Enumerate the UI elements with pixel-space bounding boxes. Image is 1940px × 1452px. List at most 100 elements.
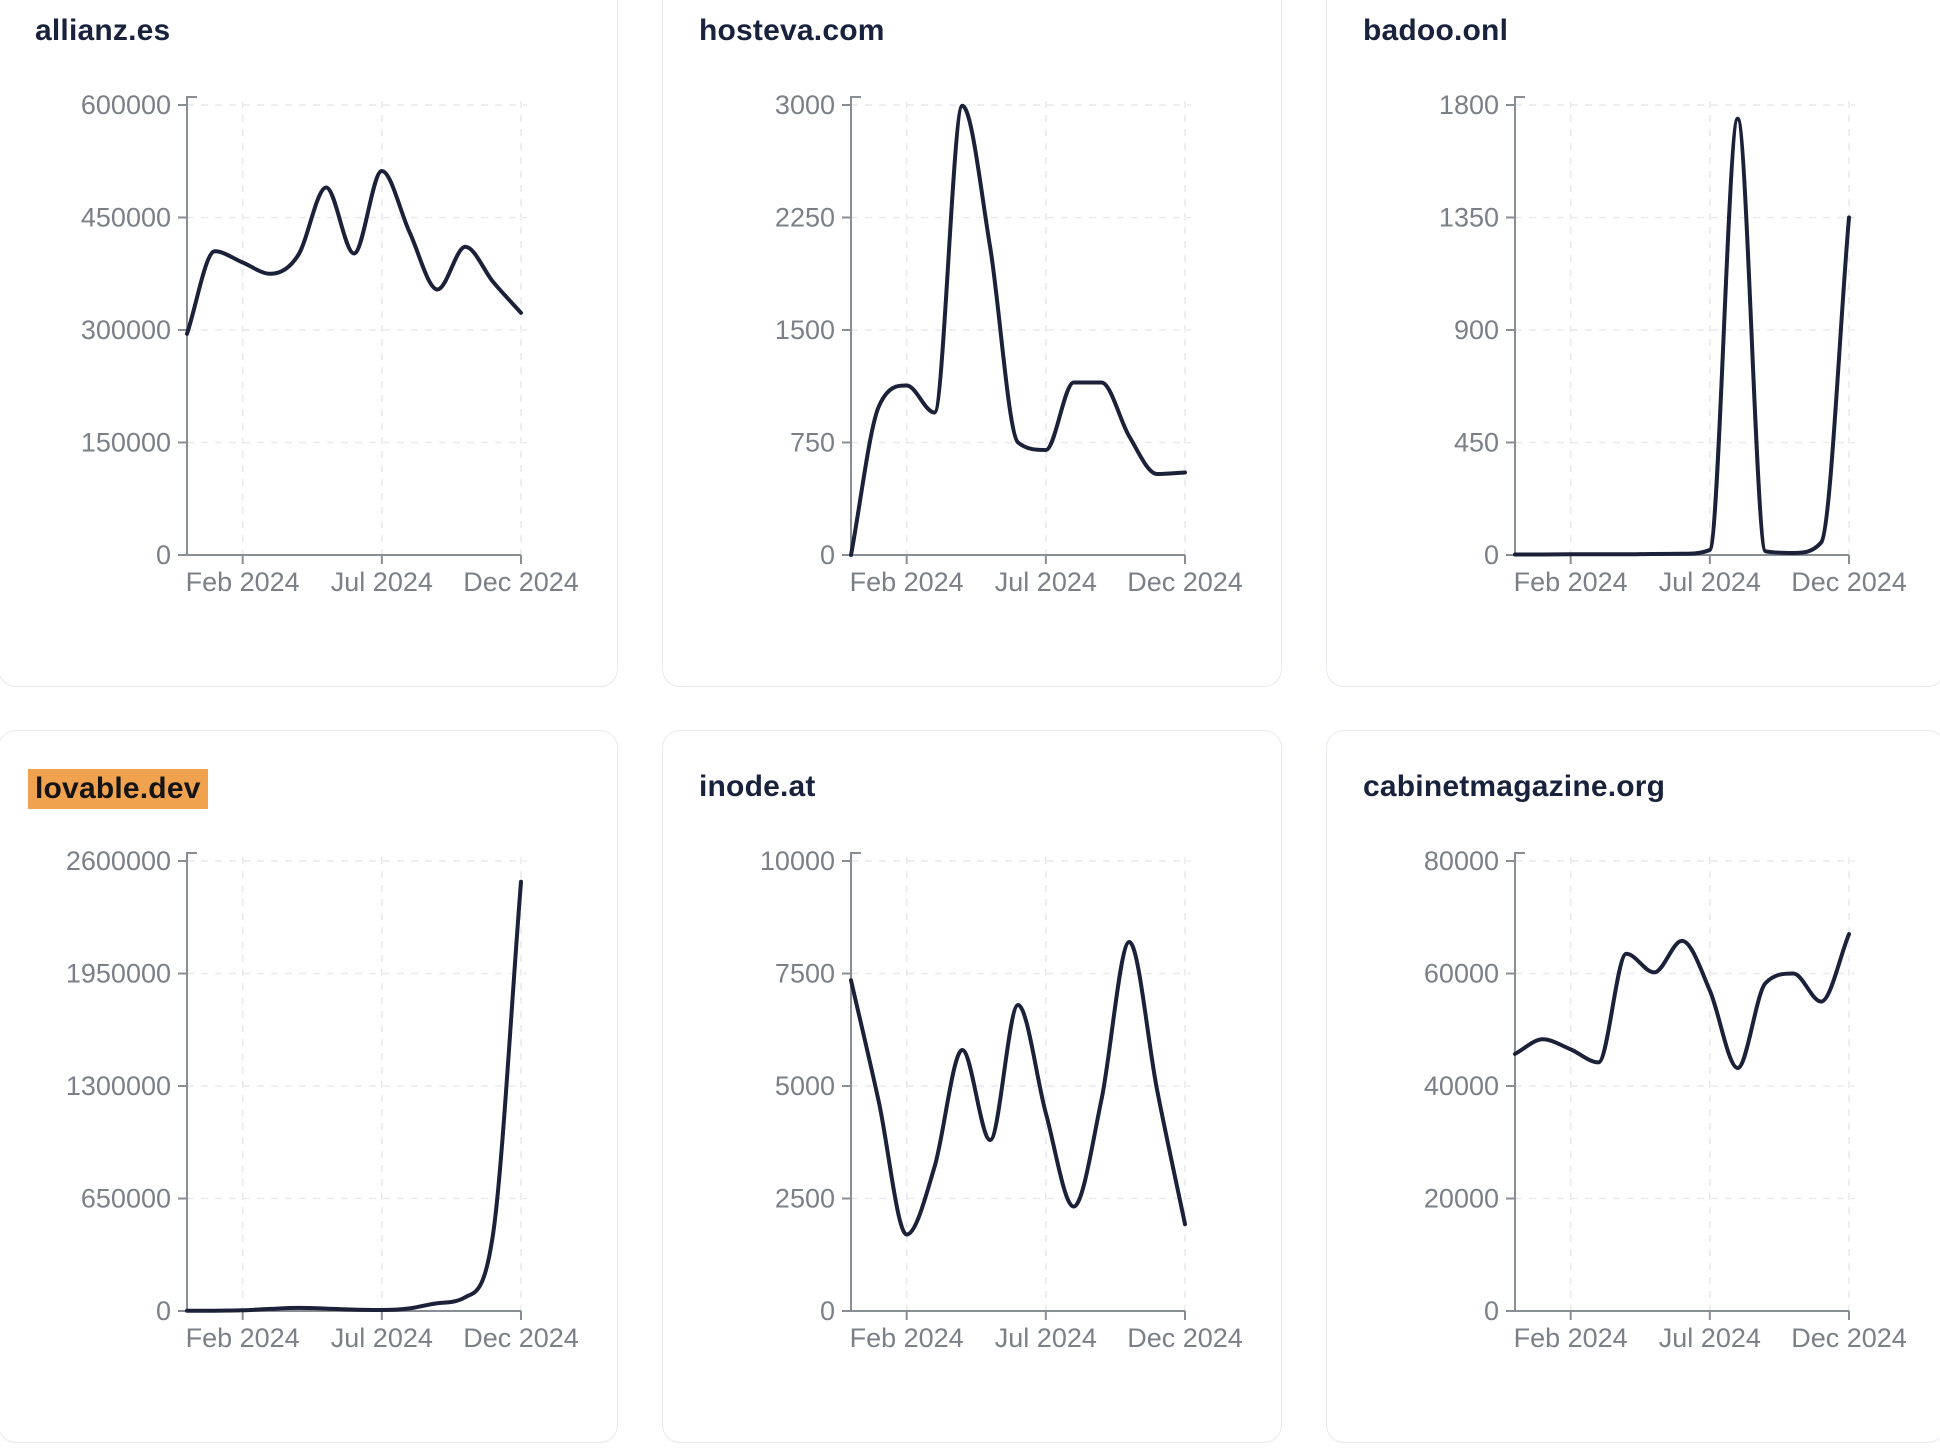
y-tick-label: 150000 [81,428,171,458]
site-card-cabinetmagazine-org: cabinetmagazine.org 0 20000 40000 60000 8000… [1326,730,1940,1443]
x-tick-label: Feb 2024 [186,1323,300,1353]
x-gridlines [905,101,1186,555]
x-tick-label: Feb 2024 [186,567,300,597]
y-tick-label: 0 [156,1296,171,1326]
traffic-line-chart[interactable]: 0 150000 300000 450000 600000 Feb 2024 Jul 202… [0,93,617,603]
x-axis: Feb 2024 Jul 2024 Dec 2024 [1514,1311,1907,1353]
y-gridlines [1515,104,1855,444]
x-tick-label: Dec 2024 [1791,1323,1907,1353]
y-axis: 0 450 900 1350 1800 [1439,93,1515,570]
traffic-line-chart[interactable]: 0 20000 40000 60000 80000 Feb 2024 Jul 2024 Dec… [1327,849,1940,1359]
y-tick-label: 0 [820,1296,835,1326]
y-axis: 0 20000 40000 60000 80000 [1424,849,1515,1326]
y-tick-label: 2250 [775,203,835,233]
traffic-line-chart[interactable]: 0 2500 5000 7500 10000 Feb 2024 Jul 2024 Dec 20… [663,849,1281,1359]
y-gridlines [187,860,527,1200]
x-gridlines [905,857,1186,1311]
series-line [1513,116,1851,557]
site-title: inode.at [699,769,816,805]
y-tick-label: 2600000 [66,849,171,876]
y-tick-label: 450000 [81,203,171,233]
y-tick-label: 650000 [81,1184,171,1214]
site-card-hosteva-com: hosteva.com 0 750 1500 2250 3000 Feb 2024 Jul … [662,0,1282,687]
site-title: hosteva.com [699,13,885,49]
y-tick-label: 5000 [775,1071,835,1101]
y-tick-label: 1800 [1439,93,1499,120]
axis-line [186,96,521,556]
y-axis: 0 150000 300000 450000 600000 [81,93,187,570]
x-axis: Feb 2024 Jul 2024 Dec 2024 [1514,555,1907,597]
y-tick-label: 1350 [1439,203,1499,233]
site-card-badoo-onl: badoo.onl 0 450 900 1350 1800 Feb 2024 Jul 202… [1326,0,1940,687]
x-tick-label: Jul 2024 [1659,567,1761,597]
y-gridlines [1515,860,1855,1200]
site-card-lovable-dev: lovable.dev 0 650000 1300000 1950000 2600000… [0,730,618,1443]
x-tick-label: Dec 2024 [1791,567,1907,597]
x-tick-label: Dec 2024 [1127,567,1243,597]
y-tick-label: 20000 [1424,1184,1499,1214]
y-tick-label: 0 [820,540,835,570]
x-tick-label: Feb 2024 [1514,1323,1628,1353]
site-title-label: cabinetmagazine.org [1363,770,1666,803]
x-tick-label: Feb 2024 [850,567,964,597]
y-tick-label: 600000 [81,93,171,120]
y-tick-label: 900 [1454,315,1499,345]
x-tick-label: Jul 2024 [331,1323,433,1353]
y-tick-label: 40000 [1424,1071,1499,1101]
series-line [849,103,1187,557]
y-tick-label: 750 [790,428,835,458]
x-axis: Feb 2024 Jul 2024 Dec 2024 [186,555,579,597]
y-tick-label: 2500 [775,1184,835,1214]
axis-line [850,96,1185,556]
y-tick-label: 1950000 [66,959,171,989]
x-tick-label: Dec 2024 [1127,1323,1243,1353]
series-line [1513,932,1851,1070]
y-axis: 0 650000 1300000 1950000 2600000 [66,849,187,1326]
site-card-inode-at: inode.at 0 2500 5000 7500 10000 Feb 2024 Jul 2… [662,730,1282,1443]
x-tick-label: Jul 2024 [995,567,1097,597]
y-tick-label: 10000 [760,849,835,876]
site-title-label: allianz.es [35,14,171,47]
site-card-allianz-es: allianz.es 0 150000 300000 450000 600000 Feb … [0,0,618,687]
y-gridlines [187,104,527,444]
x-axis: Feb 2024 Jul 2024 Dec 2024 [186,1311,579,1353]
x-gridlines [1569,857,1850,1311]
x-tick-label: Feb 2024 [1514,567,1628,597]
y-axis: 0 2500 5000 7500 10000 [760,849,851,1326]
x-tick-label: Dec 2024 [463,1323,579,1353]
x-gridlines [1569,101,1850,555]
site-title-label-highlighted: lovable.dev [28,769,208,809]
y-tick-label: 450 [1454,428,1499,458]
axis-line [186,852,521,1312]
x-axis: Feb 2024 Jul 2024 Dec 2024 [850,1311,1243,1353]
traffic-line-chart[interactable]: 0 450 900 1350 1800 Feb 2024 Jul 2024 Dec 2024 [1327,93,1940,603]
x-tick-label: Jul 2024 [995,1323,1097,1353]
series-line [185,169,523,336]
y-tick-label: 1300000 [66,1071,171,1101]
y-tick-label: 7500 [775,959,835,989]
x-axis: Feb 2024 Jul 2024 Dec 2024 [850,555,1243,597]
y-tick-label: 0 [1484,540,1499,570]
y-tick-label: 300000 [81,315,171,345]
x-tick-label: Jul 2024 [1659,1323,1761,1353]
x-tick-label: Jul 2024 [331,567,433,597]
y-tick-label: 60000 [1424,959,1499,989]
y-axis: 0 750 1500 2250 3000 [775,93,851,570]
traffic-line-chart[interactable]: 0 750 1500 2250 3000 Feb 2024 Jul 2024 Dec 2024 [663,93,1281,603]
x-gridlines [241,101,522,555]
site-title-label: inode.at [699,770,816,803]
traffic-line-chart[interactable]: 0 650000 1300000 1950000 2600000 Feb 2024 Jul … [0,849,617,1359]
y-tick-label: 1500 [775,315,835,345]
y-tick-label: 0 [1484,1296,1499,1326]
site-title-label: badoo.onl [1363,14,1509,47]
y-gridlines [851,104,1191,444]
site-title: badoo.onl [1363,13,1508,49]
site-title: cabinetmagazine.org [1363,769,1665,805]
series-line [849,940,1187,1237]
site-title: allianz.es [35,13,170,49]
series-line [185,879,523,1313]
axis-line [1514,96,1849,556]
y-gridlines [851,860,1191,1200]
